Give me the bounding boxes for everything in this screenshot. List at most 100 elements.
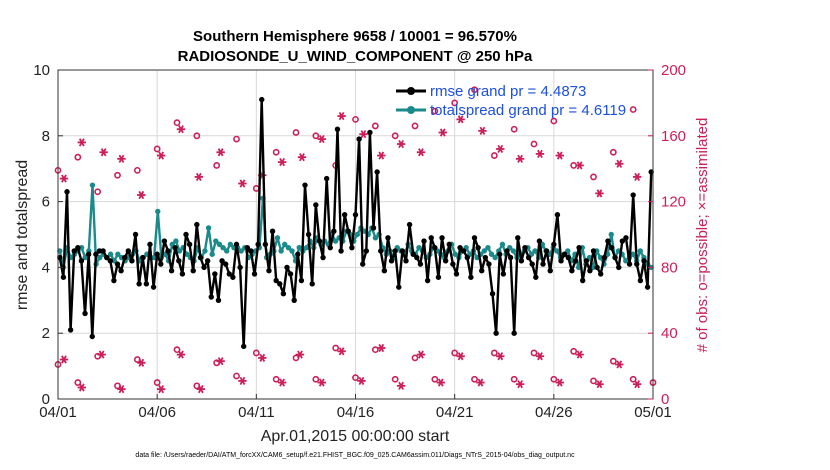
rmse-point bbox=[136, 281, 142, 287]
rmse-point bbox=[147, 241, 153, 248]
obs-assimilated-marker bbox=[535, 352, 545, 361]
rmse-point bbox=[540, 261, 546, 267]
rmse-point bbox=[601, 254, 608, 261]
totalspread-point bbox=[416, 244, 422, 251]
obs-assimilated-marker bbox=[632, 380, 642, 389]
legend-rmse-label: rmse grand pr = 4.4873 bbox=[430, 83, 586, 100]
obs-possible-marker bbox=[352, 115, 359, 123]
rmse-point bbox=[590, 248, 597, 254]
obs-possible-marker bbox=[233, 135, 240, 143]
obs-assimilated-marker bbox=[176, 350, 186, 359]
obs-assimilated-marker bbox=[59, 174, 69, 183]
rmse-point bbox=[533, 274, 539, 280]
totalspread-point bbox=[111, 258, 117, 264]
rmse-point bbox=[284, 264, 290, 271]
obs-assimilated-marker bbox=[216, 357, 225, 366]
right-tick-label: 40 bbox=[661, 325, 678, 342]
rmse-point bbox=[201, 264, 207, 271]
obs-possible-marker bbox=[451, 99, 459, 107]
rmse-point bbox=[453, 271, 460, 277]
obs-possible-marker bbox=[292, 129, 300, 136]
rmse-point bbox=[634, 261, 640, 267]
obs-assimilated-marker bbox=[117, 154, 126, 163]
rmse-point bbox=[410, 251, 416, 257]
rmse-point bbox=[489, 291, 496, 297]
rmse-point bbox=[619, 238, 626, 244]
obs-assimilated-marker bbox=[295, 350, 305, 359]
rmse-point bbox=[623, 235, 629, 241]
obs-possible-marker bbox=[590, 173, 597, 181]
obs-possible-marker bbox=[193, 132, 201, 140]
totalspread-point bbox=[97, 254, 103, 261]
rmse-point bbox=[331, 228, 337, 234]
rmse-point bbox=[71, 248, 77, 254]
obs-possible-marker bbox=[629, 106, 637, 113]
obs-assimilated-marker bbox=[277, 378, 287, 387]
obs-possible-marker bbox=[391, 375, 399, 383]
totalspread-point bbox=[485, 244, 491, 251]
rmse-point bbox=[399, 248, 406, 254]
rmse-point bbox=[356, 136, 362, 142]
totalspread-point bbox=[452, 251, 458, 257]
x-tick-label: 04/01 bbox=[39, 404, 77, 421]
y-tick-label: 4 bbox=[42, 259, 50, 276]
rmse-point bbox=[334, 126, 341, 132]
obs-possible-marker bbox=[94, 188, 102, 196]
obs-assimilated-marker bbox=[238, 179, 247, 188]
rmse-point bbox=[103, 254, 110, 261]
rmse-point bbox=[630, 192, 636, 198]
rmse-point bbox=[255, 241, 261, 248]
obs-possible-marker bbox=[451, 349, 459, 357]
obs-assimilated-marker bbox=[297, 153, 307, 162]
data-marks bbox=[54, 86, 657, 394]
obs-assimilated-marker bbox=[59, 355, 69, 364]
obs-assimilated-marker bbox=[337, 111, 346, 121]
totalspread-point bbox=[176, 248, 183, 254]
rmse-point bbox=[594, 264, 600, 271]
rmse-point bbox=[215, 297, 222, 303]
rmse-point bbox=[237, 264, 243, 271]
obs-assimilated-marker bbox=[515, 154, 525, 163]
obs-assimilated-marker bbox=[99, 148, 108, 157]
legend: rmse grand pr = 4.4873 totalspread grand… bbox=[396, 83, 626, 119]
totalspread-point bbox=[372, 235, 379, 241]
rmse-point bbox=[587, 267, 593, 274]
obs-possible-marker bbox=[609, 357, 617, 365]
rmse-point bbox=[352, 212, 359, 218]
totalspread-point bbox=[303, 244, 310, 251]
rmse-point bbox=[266, 267, 272, 274]
rmse-point bbox=[464, 254, 470, 261]
obs-assimilated-marker bbox=[575, 161, 584, 170]
rmse-point bbox=[569, 267, 575, 274]
obs-assimilated-marker bbox=[277, 158, 287, 167]
rmse-point bbox=[536, 238, 543, 244]
rmse-point bbox=[457, 244, 463, 251]
totalspread-point bbox=[78, 244, 85, 251]
right-axis-ticks: 0 40 80 120 160 200 bbox=[648, 62, 686, 408]
rmse-point bbox=[219, 258, 225, 264]
x-axis-label: Apr.01,2015 00:00:00 start bbox=[261, 428, 450, 445]
rmse-point bbox=[572, 258, 579, 264]
totalspread-point bbox=[202, 248, 208, 254]
rmse-point bbox=[323, 175, 330, 182]
rmse-point bbox=[428, 235, 434, 241]
right-tick-label: 0 bbox=[661, 391, 669, 408]
obs-assimilated-marker bbox=[117, 385, 126, 394]
y-axis-label: rmse and totalspread bbox=[14, 160, 31, 310]
rmse-point bbox=[616, 264, 622, 271]
legend-spread-label: totalspread grand pr = 4.6119 bbox=[430, 102, 626, 119]
rmse-point bbox=[183, 231, 189, 238]
rmse-point bbox=[385, 235, 391, 241]
rmse-point bbox=[363, 248, 370, 254]
rmse-point bbox=[172, 244, 178, 251]
obs-assimilated-marker bbox=[97, 350, 106, 359]
obs-possible-marker bbox=[332, 344, 340, 352]
rmse-point bbox=[471, 235, 478, 241]
rmse-point bbox=[280, 291, 287, 297]
rmse-point bbox=[197, 254, 204, 261]
rmse-point bbox=[233, 241, 240, 248]
obs-assimilated-marker bbox=[515, 380, 525, 389]
totalspread-point bbox=[608, 231, 614, 238]
rmse-point bbox=[493, 330, 499, 336]
